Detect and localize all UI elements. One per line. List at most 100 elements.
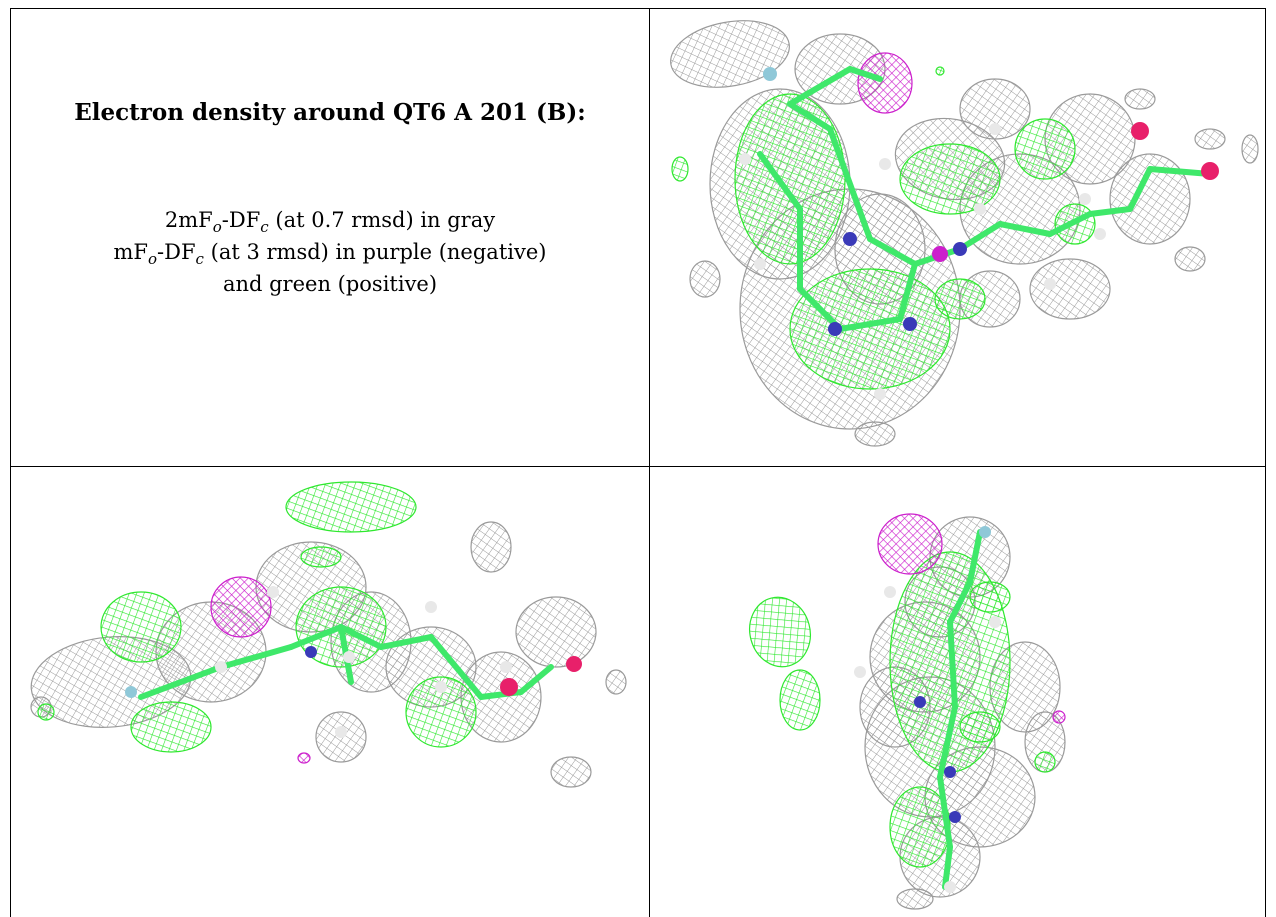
hydrogen-atom (974, 203, 986, 215)
hydrogen-atom (1044, 278, 1056, 290)
positive-density-mesh (671, 156, 689, 182)
positive-density-mesh (935, 66, 945, 76)
density-view-3 (650, 467, 1265, 917)
caption-cell: Electron density around QT6 A 201 (B): 2… (11, 9, 649, 466)
positive-density-mesh (899, 143, 1001, 215)
molecule-bond (288, 624, 344, 650)
halogen-atom (932, 246, 948, 262)
hydrogen-atom (425, 601, 437, 613)
hydrogen-atom (435, 681, 447, 693)
hydrogen-atom (215, 661, 227, 673)
positive-density-mesh (934, 278, 986, 320)
gray-density-mesh (959, 78, 1031, 140)
negative-density-mesh (857, 52, 913, 114)
molecule-bond (827, 126, 873, 242)
molecule-bond (947, 619, 958, 710)
negative-density-mesh (1052, 710, 1066, 724)
positive-density-mesh (1014, 118, 1076, 180)
oxygen-atom (500, 678, 518, 696)
molecule-bond (967, 529, 983, 585)
molecule-bond (942, 844, 953, 890)
gray-density-mesh (1124, 88, 1156, 110)
legend-line-3: and green (positive) (222, 272, 438, 296)
molecule-bond (138, 664, 224, 700)
nitrogen-atom (305, 646, 317, 658)
molecule-bond (957, 221, 1003, 252)
molecule-bond (757, 151, 803, 212)
molecule-bond (518, 664, 554, 695)
negative-density-mesh (210, 576, 272, 638)
molecule-bond (937, 774, 953, 850)
figure-legend: 2mFo-DFc (at 0.7 rmsd) in gray mFo-DFc (… (11, 204, 649, 300)
oxygen-atom (1131, 122, 1149, 140)
hydrogen-atom (944, 881, 956, 893)
negative-density-mesh (877, 513, 943, 575)
table-border-left (10, 8, 11, 917)
molecule-bond (867, 236, 918, 267)
gray-density-mesh (515, 596, 597, 668)
molecule-bond (997, 221, 1053, 237)
fluorine-atom (125, 686, 137, 698)
table-divider-horizontal (10, 466, 1266, 467)
hydrogen-atom (343, 651, 355, 663)
fluorine-atom (763, 67, 777, 81)
positive-density-mesh (285, 481, 417, 533)
hydrogen-atom (989, 616, 1001, 628)
hydrogen-atom (1094, 228, 1106, 240)
nitrogen-atom (949, 811, 961, 823)
gray-density-mesh (1029, 258, 1111, 320)
hydrogen-atom (267, 586, 279, 598)
table-border-top (10, 8, 1266, 9)
hydrogen-atom (989, 123, 1001, 135)
hydrogen-atom (754, 258, 766, 270)
oxygen-atom (566, 656, 582, 672)
density-render-3 (749, 513, 1066, 910)
nitrogen-atom (914, 696, 926, 708)
legend-line-2: mFo-DFc (at 3 rmsd) in purple (negative) (113, 240, 547, 269)
gray-density-mesh (550, 756, 592, 788)
positive-density-mesh (779, 669, 821, 731)
hydrogen-atom (879, 158, 891, 170)
positive-density-mesh (37, 703, 55, 721)
molecule-bond (837, 316, 903, 332)
gray-density-mesh (689, 260, 721, 298)
figure-title: Electron density around QT6 A 201 (B): (74, 99, 586, 126)
nitrogen-atom (843, 232, 857, 246)
positive-density-mesh (100, 591, 182, 663)
molecule-bond (218, 644, 294, 670)
gray-density-mesh (896, 888, 934, 910)
hydrogen-atom (854, 666, 866, 678)
positive-density-mesh (300, 546, 342, 568)
gray-density-mesh (670, 20, 790, 88)
positive-density-mesh (959, 711, 1001, 743)
density-view-1 (650, 9, 1265, 466)
fluorine-atom (979, 526, 991, 538)
molecule-bond (787, 66, 853, 107)
density-render-2 (30, 481, 627, 788)
negative-density-mesh (297, 752, 311, 764)
gray-density-mesh (1109, 153, 1191, 245)
molecule-bond (1127, 166, 1153, 212)
molecule-bond (1147, 166, 1213, 177)
nitrogen-atom (828, 322, 842, 336)
positive-density-mesh (789, 268, 951, 390)
positive-density-mesh (734, 93, 846, 265)
nitrogen-atom (903, 317, 917, 331)
gray-density-mesh (1241, 134, 1259, 164)
gray-density-mesh (605, 669, 627, 695)
molecule-bond (1047, 211, 1093, 237)
molecule-bond (787, 101, 833, 132)
density-view-2 (11, 467, 649, 917)
positive-density-mesh (1034, 751, 1056, 773)
positive-density-mesh (405, 676, 477, 748)
hydrogen-atom (335, 726, 347, 738)
nitrogen-atom (953, 242, 967, 256)
hydrogen-atom (739, 153, 751, 165)
positive-density-mesh (749, 596, 811, 668)
molecule-bond (947, 579, 973, 625)
oxygen-atom (1201, 162, 1219, 180)
molecule-bond (897, 261, 918, 322)
table-divider-vertical (649, 8, 650, 917)
molecule-bond (378, 634, 434, 650)
molecule-bond (847, 66, 883, 82)
